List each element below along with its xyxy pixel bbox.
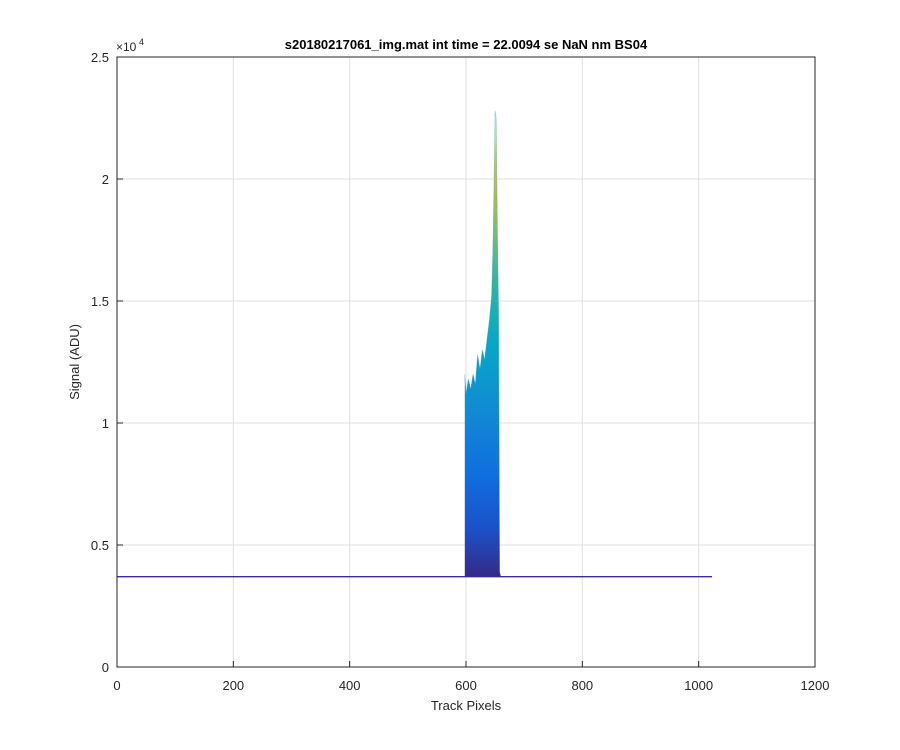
y-tick-label: 0.5 [91,538,109,553]
y-exponent-power: 4 [139,37,144,47]
x-tick-label: 1000 [684,678,713,693]
x-tick-label: 0 [113,678,120,693]
peak-area [464,110,501,577]
data-marks [117,110,713,578]
x-tick-label: 400 [339,678,361,693]
x-axis-label: Track Pixels [431,698,502,713]
y-tick-label: 2 [102,172,109,187]
x-tick-label: 600 [455,678,477,693]
x-axis-ticks: 0 200 400 600 800 1000 1200 [113,661,829,693]
y-tick-label: 2.5 [91,50,109,65]
y-tick-label: 0 [102,660,109,675]
x-tick-label: 200 [222,678,244,693]
x-tick-label: 800 [571,678,593,693]
y-axis-ticks: 0 0.5 1 1.5 2 2.5 [91,50,123,675]
chart-title: s20180217061_img.mat int time = 22.0094 … [285,37,648,52]
peak-outline [464,110,502,577]
y-exponent-base: ×10 [116,40,137,54]
y-tick-label: 1 [102,416,109,431]
y-tick-label: 1.5 [91,294,109,309]
x-tick-label: 1200 [801,678,830,693]
y-axis-label: Signal (ADU) [67,324,82,400]
